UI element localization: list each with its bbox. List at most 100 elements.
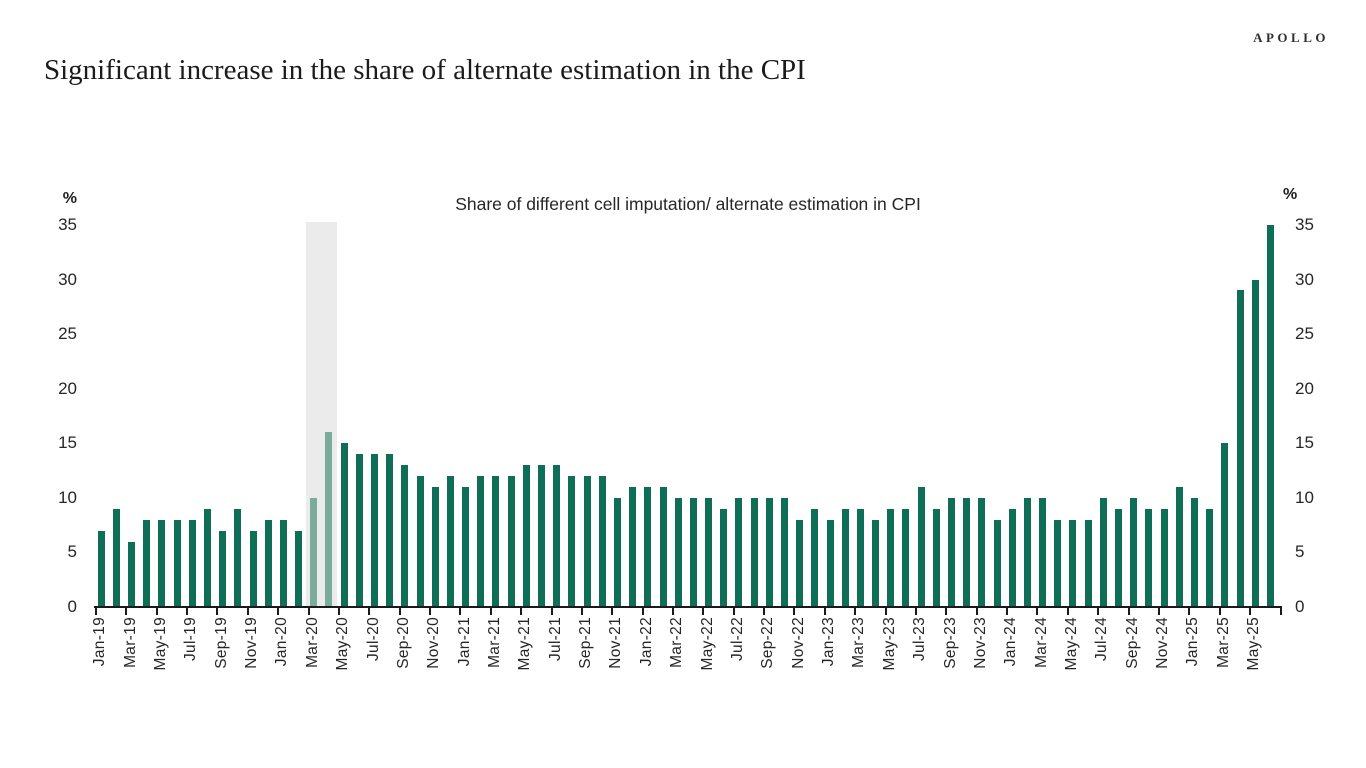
y-axis-label-left: 20 [58, 378, 77, 398]
y-axis-label-left: 25 [58, 324, 77, 344]
x-axis-label: Jan-25 [1184, 617, 1202, 667]
x-axis-label: May-25 [1245, 617, 1263, 671]
x-tick [763, 608, 766, 615]
x-tick [125, 608, 128, 615]
x-tick [1218, 608, 1221, 615]
x-axis-label: Jan-19 [91, 617, 109, 667]
bar-Oct-20 [416, 476, 424, 607]
x-tick [155, 608, 158, 615]
x-axis-label: Jul-20 [364, 617, 382, 662]
x-axis-label: May-20 [334, 617, 352, 671]
bar-Jan-25 [1190, 497, 1198, 607]
bar-Dec-20 [446, 476, 454, 607]
x-axis-label: Nov-21 [607, 617, 625, 669]
bar-Nov-21 [613, 497, 621, 607]
x-axis-label: Jan-21 [455, 617, 473, 667]
x-axis-label: Mar-25 [1214, 617, 1232, 668]
x-tick [246, 608, 249, 615]
x-axis-label: Sep-19 [212, 617, 230, 669]
y-axis-label-left: 35 [58, 215, 77, 234]
x-axis-label: Nov-22 [789, 617, 807, 669]
x-axis-label: May-19 [151, 617, 169, 671]
left-axis-unit-label: % [62, 190, 77, 207]
bar-Jun-23 [902, 508, 910, 607]
y-axis-label-right: 5 [1295, 542, 1305, 562]
bar-Sep-20 [401, 465, 409, 607]
x-axis-label: Mar-22 [668, 617, 686, 668]
bar-Apr-23 [872, 519, 880, 607]
bar-Jan-23 [826, 519, 834, 607]
bar-Jul-19 [188, 519, 196, 607]
bar-Aug-24 [1115, 508, 1123, 607]
bar-Jul-20 [371, 454, 378, 607]
bar-Feb-21 [477, 476, 485, 607]
y-axis-label-left: 0 [67, 597, 77, 616]
bar-Dec-22 [811, 508, 819, 607]
x-axis-label: Nov-20 [425, 617, 443, 669]
x-tick [884, 608, 887, 615]
x-axis-label: Sep-24 [1123, 617, 1141, 669]
bar-May-24 [1069, 519, 1077, 607]
bar-Feb-20 [295, 530, 303, 607]
x-tick [1127, 608, 1130, 615]
bar-Mar-24 [1039, 497, 1047, 607]
bar-Feb-24 [1023, 497, 1031, 607]
bar-Jan-20 [279, 519, 287, 607]
bar-Oct-22 [780, 497, 788, 607]
bar-May-25 [1251, 279, 1259, 607]
bar-Apr-22 [689, 497, 697, 607]
x-tick [186, 608, 189, 615]
bar-May-19 [158, 519, 166, 607]
x-axis-label: May-21 [516, 617, 534, 671]
bar-Jul-23 [917, 486, 925, 607]
bar-Nov-22 [796, 519, 804, 607]
x-tick [95, 608, 97, 615]
y-axis-label-right: 20 [1295, 378, 1314, 398]
x-axis-label: Mar-23 [850, 617, 868, 668]
x-axis-line [94, 606, 1282, 608]
x-tick [641, 608, 644, 615]
bar-May-21 [522, 465, 530, 607]
bar-Dec-21 [629, 486, 637, 607]
x-axis-label: Jul-23 [911, 617, 929, 662]
right-axis-unit-label: % [1283, 186, 1298, 203]
bar-Nov-23 [978, 497, 986, 607]
x-axis-label: Mar-19 [121, 617, 139, 668]
bar-Apr-19 [143, 519, 151, 607]
bar-Mar-23 [856, 508, 864, 607]
x-axis-label: Jan-20 [273, 617, 291, 667]
bar-Aug-23 [932, 508, 940, 607]
y-axis-label-left: 10 [58, 487, 77, 507]
bar-Jan-21 [462, 486, 470, 607]
x-tick [1097, 608, 1100, 615]
x-tick [793, 608, 796, 615]
y-axis-label-right: 35 [1295, 215, 1314, 234]
x-axis-label: May-22 [698, 617, 716, 671]
x-axis-label: Mar-21 [485, 617, 503, 668]
x-tick [1036, 608, 1039, 615]
bar-Jul-21 [553, 465, 561, 607]
bar-Sep-22 [765, 497, 773, 607]
x-tick [429, 608, 432, 615]
bar-Dec-24 [1175, 486, 1183, 607]
bar-Feb-23 [841, 508, 849, 607]
bar-Oct-23 [963, 497, 971, 607]
y-axis-label-left: 30 [58, 269, 77, 289]
x-axis-label: Mar-20 [303, 617, 321, 668]
x-tick [1006, 608, 1009, 615]
bar-Jul-22 [735, 497, 743, 607]
x-axis-label: May-24 [1062, 617, 1080, 671]
bar-Jun-24 [1084, 519, 1092, 607]
bar-Oct-21 [598, 476, 606, 607]
bar-Jun-19 [173, 519, 181, 607]
x-tick [520, 608, 523, 615]
x-axis-label: Jul-21 [546, 617, 564, 662]
bar-Sep-23 [948, 497, 955, 607]
bar-Sep-21 [583, 476, 591, 607]
x-tick [1066, 608, 1069, 615]
x-axis-label: Sep-23 [941, 617, 959, 669]
x-tick [611, 608, 614, 615]
x-tick [945, 608, 948, 615]
bar-Apr-21 [507, 476, 515, 607]
y-axis-label-right: 15 [1295, 433, 1314, 453]
